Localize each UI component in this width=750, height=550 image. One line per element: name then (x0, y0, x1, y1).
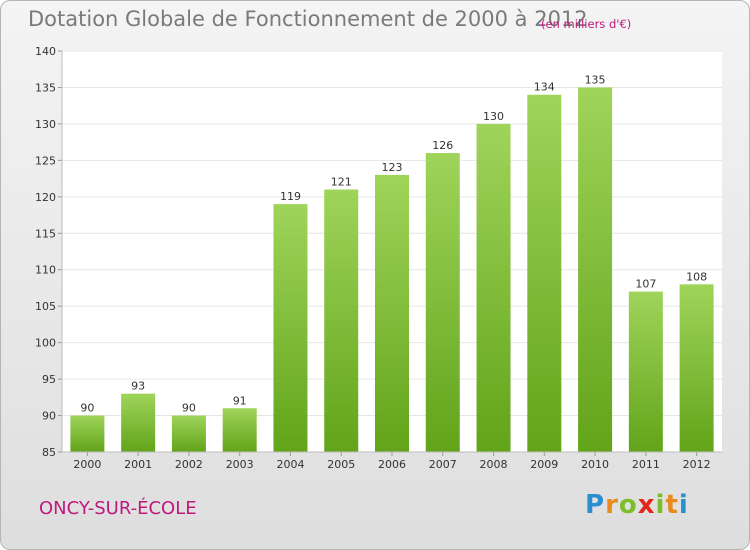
y-tick-label: 85 (42, 446, 56, 459)
x-tick-label-2008: 2008 (480, 458, 508, 471)
bar-2008 (476, 123, 511, 452)
y-tick-label: 90 (42, 410, 56, 423)
y-tick-label: 120 (35, 191, 56, 204)
bars (70, 87, 714, 453)
y-tick-label: 95 (42, 373, 56, 386)
town-name: ONCY-SUR-ÉCOLE (39, 498, 197, 519)
chart-title: Dotation Globale de Fonctionnement de 20… (28, 7, 588, 31)
x-tick-label-2007: 2007 (429, 458, 457, 471)
x-tick-label-2004: 2004 (276, 458, 304, 471)
x-tick-label-2010: 2010 (581, 458, 609, 471)
logo-letter: i (678, 490, 689, 520)
chart-subtitle: (en milliers d'€) (541, 17, 632, 31)
y-tick-label: 115 (35, 227, 56, 240)
data-label-2003: 91 (233, 394, 247, 407)
data-label-2006: 123 (382, 161, 403, 174)
bar-2007 (425, 153, 460, 452)
x-tick-label-2002: 2002 (175, 458, 203, 471)
data-label-2009: 134 (534, 81, 555, 94)
y-tick-label: 130 (35, 118, 56, 131)
bar-2012 (679, 284, 714, 452)
bar-2000 (70, 415, 105, 452)
logo-letter: i (655, 490, 666, 520)
bar-2009 (527, 94, 562, 452)
x-tick-label-2012: 2012 (683, 458, 711, 471)
data-label-2001: 93 (131, 380, 145, 393)
data-label-2010: 135 (585, 73, 606, 86)
data-label-2004: 119 (280, 190, 301, 203)
bar-2005 (324, 189, 359, 452)
logo-letter: P (585, 490, 606, 520)
data-label-2012: 108 (686, 270, 707, 283)
y-tick-label: 140 (35, 45, 56, 58)
x-tick-label-2003: 2003 (226, 458, 254, 471)
data-label-2011: 107 (635, 278, 656, 291)
data-labels: 90 93 90 91 119 121 123 126 130 134 135 107 108 (80, 73, 707, 414)
proxiti-logo[interactable]: Proxiti (585, 490, 689, 520)
x-tick-label-2001: 2001 (124, 458, 152, 471)
logo-letter: x (637, 490, 656, 520)
bar-2003 (222, 408, 257, 452)
data-label-2005: 121 (331, 176, 352, 189)
y-axis-ticks: 85 90 95 100 105 110 115 120 125 130 135 140 (35, 45, 62, 459)
logo-letter: t (665, 490, 679, 520)
y-tick-label: 105 (35, 300, 56, 313)
bar-2010 (578, 87, 613, 453)
x-tick-label-2009: 2009 (530, 458, 558, 471)
data-label-2000: 90 (80, 402, 94, 415)
logo-letter: o (618, 490, 638, 520)
bar-2002 (171, 415, 206, 452)
y-tick-label: 110 (35, 264, 56, 277)
logo-letter: r (605, 490, 619, 520)
y-tick-label: 125 (35, 154, 56, 167)
bar-2001 (121, 393, 156, 452)
y-tick-label: 135 (35, 81, 56, 94)
x-tick-label-2011: 2011 (632, 458, 660, 471)
bar-2011 (628, 291, 663, 452)
x-tick-label-2006: 2006 (378, 458, 406, 471)
y-tick-label: 100 (35, 337, 56, 350)
bar-2006 (375, 174, 409, 453)
data-label-2002: 90 (182, 402, 196, 415)
x-axis-ticks: 2000 2001 2002 2003 2004 2005 2006 2007 2008 2009… (73, 452, 711, 471)
x-tick-label-2000: 2000 (73, 458, 101, 471)
data-label-2008: 130 (483, 110, 504, 123)
x-tick-label-2005: 2005 (327, 458, 355, 471)
data-label-2007: 126 (432, 139, 453, 152)
bar-2004 (273, 204, 308, 452)
